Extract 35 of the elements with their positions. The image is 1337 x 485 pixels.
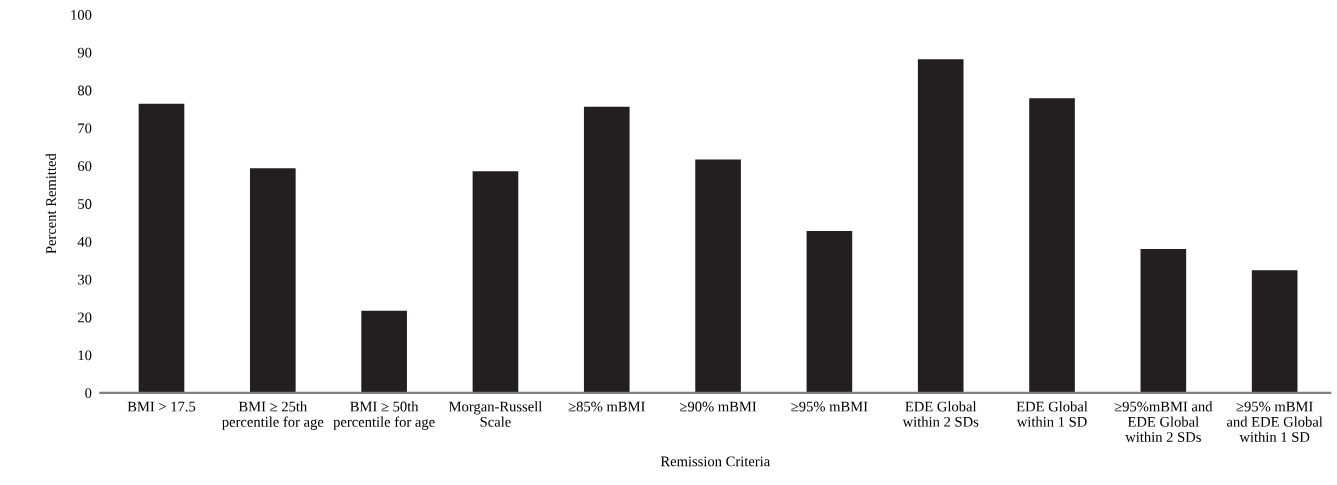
bar — [806, 230, 853, 393]
x-tick-label: Morgan-Russell Scale — [449, 401, 543, 427]
x-tick-label: ≥90% mBMI — [680, 401, 757, 412]
y-tick-label: 0 — [85, 388, 92, 399]
bar — [472, 171, 519, 393]
x-tick-label: ≥85% mBMI — [568, 401, 645, 412]
x-tick-label: EDE Global within 2 SDs — [902, 401, 979, 427]
x-axis-title: Remission Criteria — [660, 456, 770, 467]
y-tick-label: 50 — [78, 199, 92, 209]
bar — [695, 159, 741, 393]
y-tick-label: 40 — [77, 236, 92, 247]
bar — [361, 310, 407, 393]
x-tick-label: EDE Global within 1 SD — [1016, 401, 1088, 427]
bar — [138, 103, 185, 393]
y-tick-label: 90 — [77, 47, 92, 58]
bar — [1029, 98, 1075, 393]
bar — [1251, 270, 1298, 393]
x-tick-label: BMI > 17.5 — [127, 401, 196, 412]
y-tick-label: 80 — [77, 85, 92, 96]
y-tick-label: 70 — [78, 123, 92, 134]
x-tick-label: ≥95% mBMI and EDE Global within 1 SD — [1226, 401, 1323, 442]
y-tick-label: 100 — [71, 9, 92, 20]
bar — [583, 106, 630, 393]
y-tick-label: 10 — [78, 350, 92, 361]
x-tick-label: BMI ≥ 50th percentile for age — [333, 401, 435, 430]
y-tick-label: 20 — [78, 312, 92, 323]
y-tick-label: 60 — [77, 161, 92, 172]
x-tick-label: ≥95% mBMI — [791, 401, 868, 412]
y-tick-label: 30 — [78, 274, 92, 285]
y-axis-title: Percent Remitted — [45, 153, 56, 254]
bar — [249, 168, 296, 393]
x-tick-label: BMI ≥ 25th percentile for age — [222, 401, 324, 430]
bar — [1140, 249, 1187, 393]
bar — [917, 59, 964, 393]
x-tick-label: ≥95%mBMI and EDE Global within 2 SDs — [1114, 401, 1213, 442]
